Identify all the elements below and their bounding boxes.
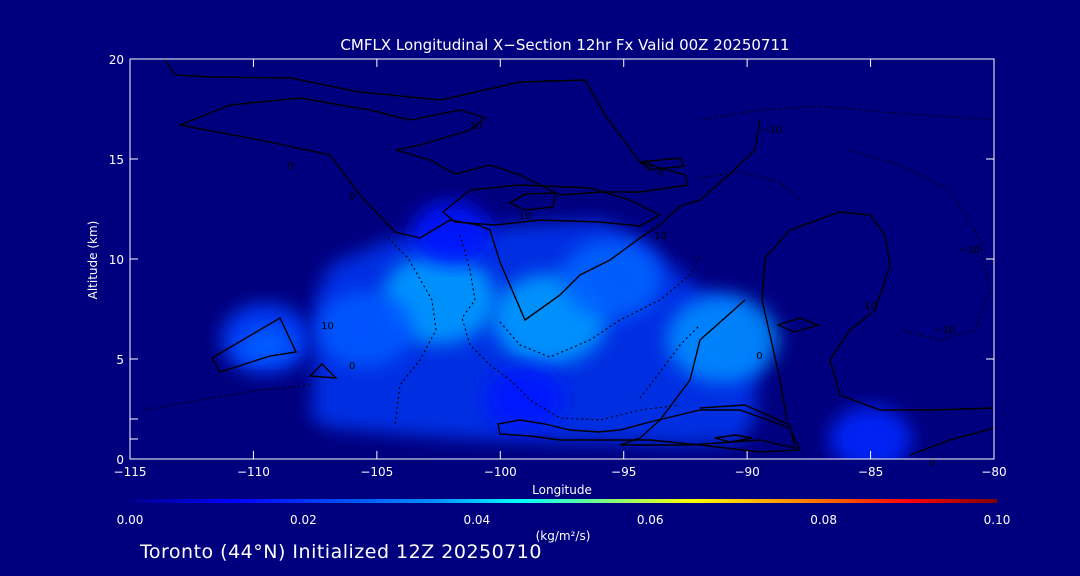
contour-label: −10 bbox=[761, 125, 782, 136]
colorbar bbox=[130, 499, 997, 503]
flux-maximum bbox=[561, 239, 662, 319]
contour-solid bbox=[638, 157, 686, 171]
x-tick-label: −105 bbox=[360, 465, 393, 479]
x-tick-label: −110 bbox=[237, 465, 270, 479]
contour-solid bbox=[508, 192, 556, 211]
flux-maximum bbox=[316, 290, 413, 368]
colorbar-units: (kg/m²/s) bbox=[536, 529, 591, 543]
contour-solid bbox=[775, 317, 821, 333]
contour-label: 0 bbox=[287, 161, 293, 172]
contour-dotted bbox=[639, 324, 701, 399]
contour-solid bbox=[619, 299, 796, 449]
footer-caption: Toronto (44°N) Initialized 12Z 20250710 bbox=[140, 541, 542, 563]
contour-solid bbox=[164, 59, 761, 322]
contour-label: 0 bbox=[929, 457, 935, 468]
flux-maximum bbox=[485, 367, 565, 431]
contour-lines bbox=[144, 59, 994, 456]
x-tick-label: −115 bbox=[114, 465, 147, 479]
colorbar-ticks: 0.00 0.02 0.04 0.06 0.08 0.10 bbox=[117, 513, 1011, 527]
contour-label: 10 bbox=[321, 321, 334, 332]
colorbar-tick-label: 0.10 bbox=[984, 513, 1011, 527]
contour-label: −10 bbox=[959, 245, 980, 256]
colorbar-tick-label: 0.08 bbox=[810, 513, 837, 527]
x-tick-label: −80 bbox=[981, 465, 1006, 479]
contour-label: 0 bbox=[349, 191, 355, 202]
y-tick-label: 15 bbox=[109, 153, 124, 167]
contour-label: 10 bbox=[519, 211, 532, 222]
colorbar-tick-label: 0.04 bbox=[463, 513, 490, 527]
contour-label: −10 bbox=[934, 325, 955, 336]
y-axis-label: Altitude (km) bbox=[86, 221, 100, 300]
flux-maximum bbox=[411, 201, 491, 265]
y-tick-label: 0 bbox=[116, 453, 124, 467]
contour-solid bbox=[761, 211, 994, 421]
contour-label: 10 bbox=[864, 301, 877, 312]
contour-solid bbox=[308, 363, 338, 379]
contour-solid bbox=[714, 434, 753, 443]
x-axis-label: Longitude bbox=[532, 483, 592, 497]
y-tick-label: 10 bbox=[109, 253, 124, 267]
colorbar-tick-label: 0.06 bbox=[637, 513, 664, 527]
x-tick-label: −85 bbox=[858, 465, 883, 479]
contour-label: 0 bbox=[349, 361, 355, 372]
x-axis: −115 −110 −105 −100 −95 −90 −85 −80 bbox=[114, 59, 1007, 479]
contour-label: 0 bbox=[658, 167, 664, 178]
chart-title: CMFLX Longitudinal X−Section 12hr Fx Val… bbox=[340, 36, 789, 54]
contour-dotted bbox=[499, 254, 701, 358]
contour-label: 0 bbox=[645, 161, 651, 172]
contour-solid bbox=[441, 184, 662, 227]
colorbar-tick-label: 0.02 bbox=[290, 513, 317, 527]
contour-label: 10 bbox=[654, 231, 667, 242]
contour-label: 0 bbox=[756, 351, 762, 362]
contour-solid bbox=[909, 427, 994, 456]
x-tick-label: −95 bbox=[611, 465, 636, 479]
y-axis: 0 5 10 15 20 bbox=[109, 53, 994, 467]
contour-dotted bbox=[387, 237, 437, 426]
contour-dotted bbox=[144, 384, 311, 411]
colorbar-tick-label: 0.00 bbox=[117, 513, 144, 527]
contour-dotted bbox=[699, 171, 801, 201]
flux-maximum bbox=[829, 406, 912, 459]
contour-dotted bbox=[459, 234, 681, 421]
y-tick-label: 5 bbox=[116, 353, 124, 367]
contour-dotted bbox=[849, 149, 991, 341]
contour-solid bbox=[497, 409, 802, 453]
flux-maximum bbox=[666, 295, 779, 383]
contour-dotted bbox=[699, 105, 994, 121]
x-tick-label: −90 bbox=[734, 465, 759, 479]
y-tick-label: 20 bbox=[109, 53, 124, 67]
contour-solid bbox=[211, 317, 298, 373]
x-tick-label: −100 bbox=[484, 465, 517, 479]
contour-label: 10 bbox=[469, 121, 482, 132]
flux-field bbox=[220, 201, 912, 459]
